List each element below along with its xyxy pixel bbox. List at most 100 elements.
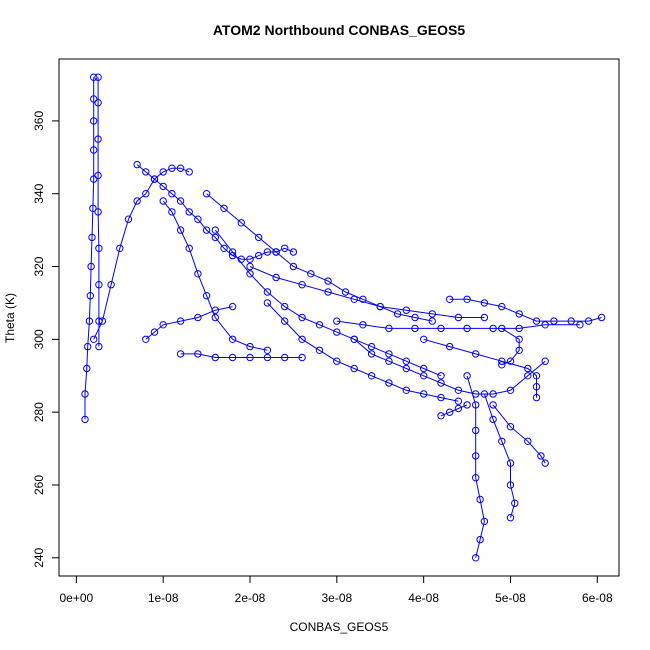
x-tick-label: 4e-08 [408,591,439,605]
data-point [176,226,185,234]
data-point [255,233,263,242]
data-point [367,372,376,380]
data-point [584,317,593,325]
data-point [506,481,515,489]
data-point [81,415,89,424]
x-tick-label: 6e-08 [582,591,613,605]
data-point [90,95,98,103]
data-points [81,73,606,562]
data-point [298,335,306,343]
data-point [463,295,471,303]
data-point [289,262,298,271]
data-point [176,317,185,325]
data-point [472,390,480,398]
series-18 [350,335,549,398]
data-point [515,335,523,343]
data-point [411,324,419,333]
data-point [150,175,159,183]
data-point [107,281,115,289]
y-tick-label: 280 [32,402,46,422]
series-line [267,302,459,402]
data-point [463,372,471,380]
data-point [498,437,506,445]
data-point [515,346,523,354]
data-point [515,324,523,333]
series-8 [202,190,436,325]
data-point [194,270,202,278]
series-line [466,375,485,558]
series-line [336,320,580,329]
data-point [95,342,103,351]
data-point [480,313,489,322]
data-point [255,251,263,260]
data-point [506,423,515,431]
data-point [281,353,289,362]
data-point [176,197,185,205]
chart-title: ATOM2 Northbound CONBAS_GEOS5 [213,22,465,38]
data-point [524,372,532,380]
x-axis-label: CONBAS_GEOS5 [290,620,389,634]
data-point [437,379,445,387]
series-line [136,164,294,260]
data-point [246,342,254,351]
data-point [298,281,306,289]
data-point [472,350,480,358]
data-point [437,324,445,333]
data-point [124,215,133,223]
data-point [246,270,254,278]
data-point [194,350,202,358]
data-point [324,277,332,285]
data-point [263,288,272,296]
data-point [480,299,489,307]
series-11 [446,295,606,325]
data-point [489,390,497,398]
data-point [133,197,141,205]
data-point [359,321,367,329]
series-line [483,393,516,518]
series-5 [159,197,272,354]
data-point [359,295,367,303]
data-point [142,190,150,198]
x-tick-label: 3e-08 [321,591,352,605]
data-point [541,321,549,329]
series-line [84,77,95,420]
data-point [341,288,350,296]
series-line [145,306,233,340]
y-tick-label: 240 [32,547,46,567]
data-point [315,321,324,329]
data-point [272,248,280,256]
plot-frame [58,58,620,577]
data-point [476,535,484,544]
data-point [541,459,549,467]
data-point [90,73,98,81]
data-point [95,281,103,289]
data-point [211,353,220,362]
y-tick-label: 320 [32,256,46,276]
data-point [333,317,341,325]
data-point [489,401,497,409]
data-point [176,164,185,172]
data-point [472,474,480,482]
data-point [402,386,410,394]
data-point [524,437,532,445]
data-point [420,335,428,343]
data-point [228,335,237,343]
data-point [420,390,428,398]
data-point [498,361,506,369]
data-point [185,208,193,216]
data-point [81,390,89,398]
x-tick-label: 2e-08 [235,591,266,605]
data-point [385,379,393,387]
data-point [220,204,228,213]
series-6 [142,302,237,343]
y-tick-label: 340 [32,183,46,203]
data-point [350,295,358,303]
y-axis: 240 260 280 300 320 340 360 [32,111,60,568]
data-point [168,208,176,216]
data-point [489,324,497,333]
data-point [315,346,324,354]
data-point [402,306,410,314]
data-point [272,273,280,282]
data-point [307,270,315,278]
